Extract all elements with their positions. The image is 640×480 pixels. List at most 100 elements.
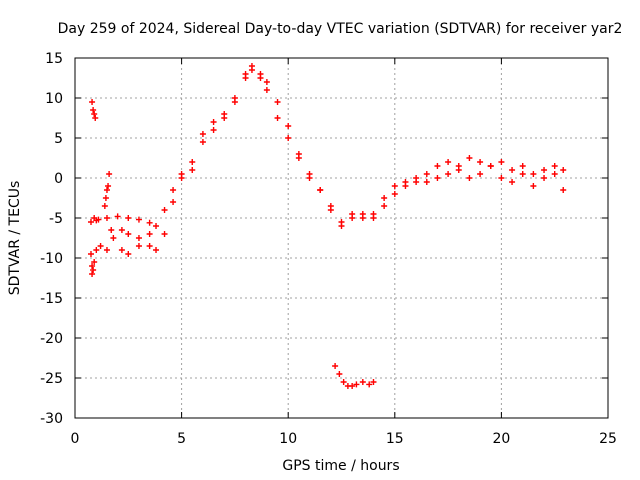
data-point bbox=[466, 155, 473, 161]
data-point bbox=[114, 213, 121, 220]
data-point bbox=[153, 223, 160, 229]
data-point bbox=[89, 263, 96, 269]
data-point bbox=[105, 183, 112, 189]
y-tick-label: -10 bbox=[40, 251, 63, 267]
y-tick-label: -20 bbox=[40, 331, 63, 347]
data-point bbox=[353, 381, 360, 388]
data-point bbox=[108, 227, 115, 233]
data-point bbox=[103, 187, 110, 193]
data-point bbox=[146, 231, 153, 237]
data-point bbox=[332, 363, 339, 369]
data-point bbox=[340, 379, 347, 385]
data-point bbox=[89, 271, 96, 277]
series-3 bbox=[332, 363, 377, 389]
data-point bbox=[125, 251, 132, 257]
data-point bbox=[199, 139, 206, 145]
data-point bbox=[391, 183, 398, 189]
data-point bbox=[306, 175, 313, 181]
series-1 bbox=[110, 63, 567, 257]
data-point bbox=[89, 99, 96, 105]
data-point bbox=[466, 175, 473, 181]
data-point bbox=[381, 203, 388, 209]
data-point bbox=[498, 175, 505, 181]
data-point bbox=[336, 371, 343, 377]
x-tick-label: 15 bbox=[386, 431, 404, 447]
data-point bbox=[95, 216, 102, 223]
data-point bbox=[189, 159, 196, 165]
data-point bbox=[445, 159, 452, 165]
data-point bbox=[189, 167, 196, 173]
data-point bbox=[551, 171, 558, 177]
data-point bbox=[135, 235, 142, 241]
data-point bbox=[285, 123, 292, 129]
data-point bbox=[541, 175, 548, 181]
data-point bbox=[434, 163, 441, 169]
data-point bbox=[91, 259, 98, 265]
data-point bbox=[170, 199, 177, 205]
data-point bbox=[477, 171, 484, 177]
data-point bbox=[87, 219, 94, 225]
data-point bbox=[91, 111, 98, 117]
data-point bbox=[366, 381, 373, 388]
x-tick-label: 10 bbox=[279, 431, 297, 447]
data-point bbox=[210, 127, 217, 133]
data-point bbox=[221, 115, 228, 121]
data-point bbox=[530, 171, 537, 177]
y-tick-label: 10 bbox=[45, 91, 63, 107]
data-point bbox=[178, 175, 185, 181]
data-point bbox=[349, 383, 356, 389]
data-point bbox=[92, 115, 99, 121]
plot-frame bbox=[74, 57, 609, 419]
data-points bbox=[87, 63, 567, 389]
data-point bbox=[519, 163, 526, 169]
x-axis-label: GPS time / hours bbox=[282, 458, 399, 474]
data-point bbox=[274, 99, 281, 105]
y-tick-label: 15 bbox=[45, 51, 63, 67]
data-point bbox=[110, 235, 117, 241]
data-point bbox=[103, 247, 110, 253]
data-point bbox=[455, 167, 462, 173]
data-point bbox=[370, 379, 377, 385]
y-axis: 15 10 5 0 -5 -10 -15 -20 -25 -30 bbox=[40, 51, 608, 427]
data-point bbox=[135, 216, 142, 223]
data-point bbox=[118, 227, 125, 233]
data-point bbox=[509, 167, 516, 173]
data-point bbox=[118, 247, 125, 253]
data-point bbox=[295, 151, 302, 157]
data-point bbox=[381, 195, 388, 201]
data-point bbox=[551, 163, 558, 169]
y-tick-label: -25 bbox=[40, 371, 63, 387]
y-tick-label: -15 bbox=[40, 291, 63, 307]
data-point bbox=[402, 183, 409, 189]
data-point bbox=[370, 211, 377, 217]
data-point bbox=[327, 207, 334, 213]
y-tick-label: 0 bbox=[54, 171, 63, 187]
x-axis: 0 5 10 15 20 25 bbox=[71, 58, 617, 447]
data-point bbox=[231, 99, 238, 105]
data-point bbox=[349, 215, 356, 221]
data-point bbox=[498, 159, 505, 165]
data-point bbox=[146, 243, 153, 249]
data-point bbox=[263, 79, 270, 85]
grid-lines bbox=[75, 58, 608, 418]
x-tick-label: 0 bbox=[71, 431, 80, 447]
data-point bbox=[541, 167, 548, 173]
x-tick-label: 20 bbox=[492, 431, 510, 447]
data-point bbox=[125, 231, 132, 237]
data-point bbox=[445, 171, 452, 177]
data-point bbox=[87, 251, 94, 257]
data-point bbox=[103, 215, 110, 221]
data-point bbox=[530, 183, 537, 189]
data-point bbox=[153, 247, 160, 253]
series-2 bbox=[87, 99, 153, 277]
data-point bbox=[199, 131, 206, 137]
data-point bbox=[106, 171, 113, 177]
data-point bbox=[317, 187, 324, 193]
data-point bbox=[125, 215, 132, 221]
data-point bbox=[338, 223, 345, 229]
data-point bbox=[90, 267, 97, 273]
data-point bbox=[242, 75, 249, 81]
data-point bbox=[161, 207, 168, 213]
data-point bbox=[161, 231, 168, 237]
